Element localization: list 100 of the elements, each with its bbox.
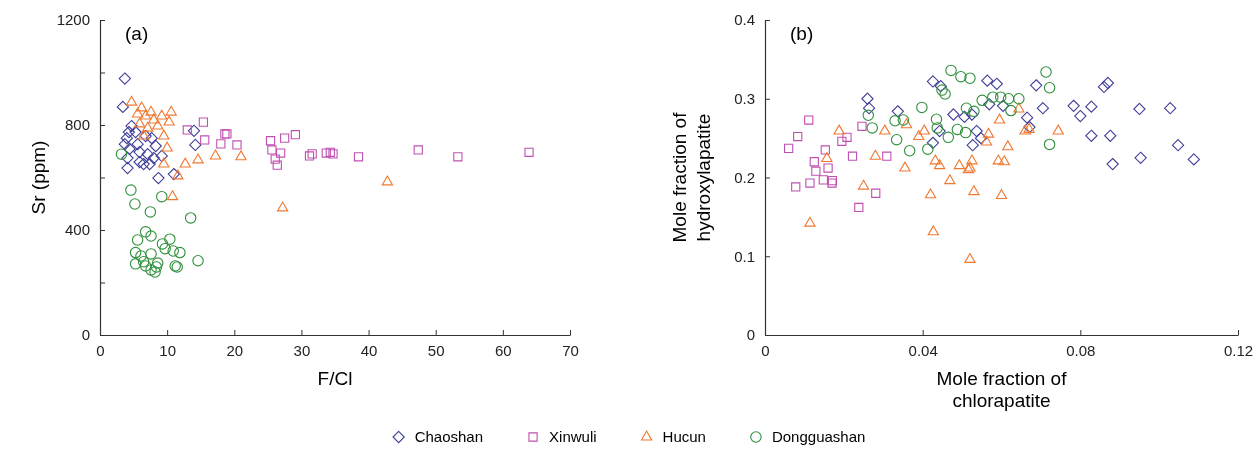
x-tick-label: 50 xyxy=(427,341,445,359)
point xyxy=(945,64,957,77)
point xyxy=(818,175,828,185)
point xyxy=(143,157,156,171)
point xyxy=(900,118,913,129)
point xyxy=(209,149,222,160)
point xyxy=(804,115,814,125)
chart-title: (b) xyxy=(790,23,814,44)
point xyxy=(1164,102,1177,115)
point xyxy=(151,257,164,269)
point xyxy=(1085,100,1098,113)
point xyxy=(995,189,1008,200)
point xyxy=(142,121,154,132)
point xyxy=(964,252,976,263)
point xyxy=(927,225,939,236)
point xyxy=(996,99,1010,112)
point xyxy=(125,95,138,106)
point xyxy=(122,125,136,139)
point xyxy=(1013,93,1025,105)
point xyxy=(993,113,1006,124)
point xyxy=(149,266,161,278)
point xyxy=(276,201,289,212)
point xyxy=(115,148,128,160)
point xyxy=(805,178,815,188)
point xyxy=(933,124,946,138)
y-tick-label: 0.4 xyxy=(734,11,755,29)
point xyxy=(970,124,983,138)
point xyxy=(1171,139,1185,152)
point xyxy=(172,169,184,180)
point xyxy=(156,238,169,250)
point xyxy=(216,139,226,149)
point xyxy=(930,113,943,125)
point xyxy=(992,154,1005,165)
point xyxy=(158,157,170,168)
x-tick-label: 70 xyxy=(562,341,579,359)
point xyxy=(179,157,191,168)
point xyxy=(189,138,202,152)
point xyxy=(974,131,988,145)
point xyxy=(820,145,830,155)
y-tick-label: 800 xyxy=(64,116,90,134)
point xyxy=(960,102,973,114)
x-tick-label: 0.04 xyxy=(908,341,938,359)
point xyxy=(145,131,158,145)
point xyxy=(150,261,163,273)
point xyxy=(837,136,847,146)
point xyxy=(922,143,934,155)
y-tick-label: 0.1 xyxy=(734,247,755,265)
x-tick-label: 0 xyxy=(96,341,105,359)
x-tick-label: 40 xyxy=(360,341,378,359)
point xyxy=(182,125,192,135)
point xyxy=(187,124,201,137)
point xyxy=(280,133,290,143)
x-tick-label: 0.08 xyxy=(1066,341,1096,359)
point xyxy=(861,92,874,105)
y-tick-label: 400 xyxy=(64,221,90,239)
point xyxy=(129,258,142,270)
point xyxy=(1002,140,1014,151)
point xyxy=(916,101,928,114)
point xyxy=(270,154,280,164)
point xyxy=(854,202,864,213)
point xyxy=(1101,76,1115,90)
point xyxy=(118,138,131,151)
x-tick-label: 10 xyxy=(159,341,176,359)
point xyxy=(926,75,940,88)
point xyxy=(267,145,277,155)
point xyxy=(139,260,152,272)
point xyxy=(198,117,209,127)
x-tick-label: 60 xyxy=(495,341,512,359)
point xyxy=(167,245,179,257)
point xyxy=(913,130,925,141)
point xyxy=(982,127,995,138)
x-axis-title: F/Cl xyxy=(317,368,353,389)
point xyxy=(918,124,930,135)
x-tick-label: 20 xyxy=(226,341,244,359)
point xyxy=(1106,157,1119,171)
point xyxy=(232,140,242,150)
y-axis-title: Sr (ppm) xyxy=(28,140,49,215)
point xyxy=(891,105,904,118)
point xyxy=(321,148,331,158)
point xyxy=(152,119,164,130)
legend-label: Dongguashan xyxy=(771,428,866,445)
point xyxy=(882,151,892,161)
point xyxy=(879,124,891,135)
point xyxy=(1067,99,1080,112)
point xyxy=(133,145,146,159)
point xyxy=(942,131,955,144)
point xyxy=(987,91,999,103)
point xyxy=(152,171,165,185)
point xyxy=(265,136,276,146)
point xyxy=(951,123,964,136)
point xyxy=(833,124,845,135)
point xyxy=(147,151,160,165)
point xyxy=(842,132,852,142)
point xyxy=(862,102,876,115)
point xyxy=(994,91,1007,103)
point xyxy=(135,101,148,112)
point xyxy=(983,98,996,111)
point xyxy=(804,216,816,227)
point xyxy=(413,145,423,155)
point xyxy=(125,184,137,196)
